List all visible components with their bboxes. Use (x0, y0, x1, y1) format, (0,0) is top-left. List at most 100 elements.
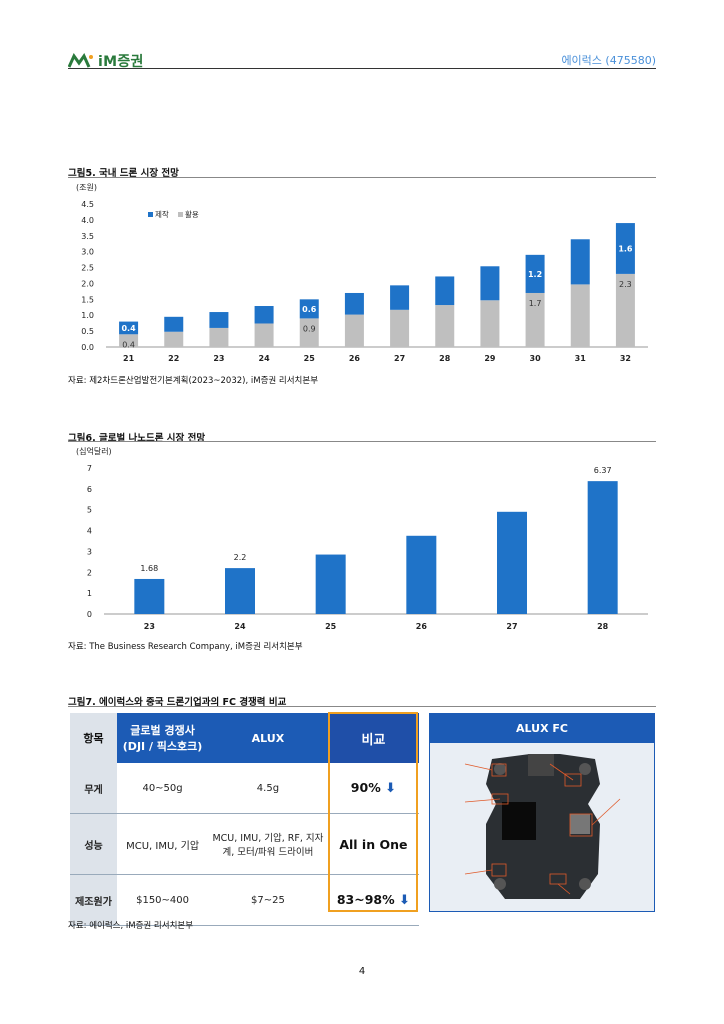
x-tick-label: 25 (304, 354, 316, 363)
table-header: ALUX (208, 713, 328, 763)
header-divider (68, 68, 656, 69)
x-tick-label: 21 (123, 354, 135, 363)
down-arrow-icon: ⬇ (385, 781, 396, 796)
down-arrow-icon: ⬇ (399, 893, 410, 908)
bar-segment (390, 309, 410, 347)
y-tick-label: 2.5 (81, 264, 94, 273)
table-cell: 제조원가 (70, 874, 118, 926)
y-tick-label: 3 (87, 547, 92, 556)
bar-segment (344, 292, 364, 315)
bar-segment (119, 334, 139, 347)
y-tick-label: 7 (87, 464, 92, 473)
table-header: 글로벌 경쟁사 (DJI / 픽스호크) (117, 713, 209, 763)
data-label: 2.3 (619, 280, 632, 289)
legend-label: 제작 (155, 209, 169, 219)
fig5-unit: (조원) (76, 183, 97, 192)
fig7-title: 그림7. 에이럭스와 중국 드론기업과의 FC 경쟁력 비교 (68, 697, 287, 708)
data-label: 0.6 (302, 305, 317, 314)
table-cell: MCU, IMU, 기압 (117, 813, 209, 875)
highlight-box (328, 712, 418, 912)
compare-value: 83~98% (336, 892, 395, 907)
data-label: 0.4 (122, 340, 135, 349)
x-tick-label: 26 (349, 354, 361, 363)
fig6-unit: (십억달러) (76, 447, 112, 456)
y-tick-label: 0.5 (81, 327, 94, 336)
bar-segment (254, 323, 274, 347)
fig6-source: 자료: The Business Research Company, iM증권 … (68, 642, 303, 652)
data-label: 6.37 (594, 466, 612, 475)
x-tick-label: 31 (575, 354, 587, 363)
bar (587, 481, 618, 614)
y-tick-label: 5 (87, 506, 92, 515)
bar-segment (570, 284, 590, 347)
bar-segment (480, 300, 500, 347)
brand-name: iM증권 (98, 54, 144, 70)
bar-segment (435, 276, 455, 306)
data-label: 1.68 (140, 564, 158, 573)
data-label: 2.2 (234, 553, 247, 562)
x-tick-label: 22 (168, 354, 179, 363)
bar-segment (119, 321, 139, 335)
company-name: 에이럭스 (475580) (561, 54, 656, 67)
bar-segment (570, 239, 590, 285)
x-tick-label: 23 (144, 622, 155, 631)
y-tick-label: 3.5 (81, 232, 94, 241)
bar-segment (254, 306, 274, 324)
x-tick-label: 29 (484, 354, 496, 363)
y-tick-label: 4 (87, 527, 92, 536)
y-tick-label: 0.0 (81, 343, 94, 352)
fc-comparison-table: 항목 글로벌 경쟁사 (DJI / 픽스호크) ALUX 비교 무게 40~50… (70, 713, 419, 926)
table-cell: MCU, IMU, 기압, RF, 지자계, 모터/파워 드라이버 (208, 813, 328, 875)
data-label: 1.2 (528, 270, 542, 279)
brand-logo: iM증권 (68, 50, 168, 72)
bar (225, 568, 255, 614)
data-label: 0.9 (303, 324, 316, 333)
fig5-divider (68, 177, 656, 178)
fig5-source: 자료: 제2차드론산업발전기본계획(2023~2032), iM증권 리서치본부 (68, 376, 319, 386)
y-tick-label: 4.0 (81, 216, 94, 225)
x-tick-label: 23 (213, 354, 224, 363)
x-tick-label: 28 (439, 354, 451, 363)
im-logo-icon (68, 53, 93, 68)
table-header-row: 항목 글로벌 경쟁사 (DJI / 픽스호크) ALUX 비교 (70, 713, 419, 763)
fig5-title: 그림5. 국내 드론 시장 전망 (68, 168, 179, 179)
y-tick-label: 6 (87, 485, 92, 494)
bar-segment (435, 305, 455, 347)
y-tick-label: 1.0 (81, 311, 94, 320)
bar (134, 578, 165, 614)
bar-segment (480, 266, 500, 301)
bar-segment (615, 223, 635, 274)
x-tick-label: 26 (416, 622, 428, 631)
bar-segment (209, 312, 229, 328)
bar-segment (344, 314, 364, 347)
bar-segment (299, 299, 319, 319)
x-tick-label: 30 (530, 354, 542, 363)
table-cell: $150~400 (117, 874, 209, 926)
compare-value: 90% (350, 780, 381, 795)
table-cell: 무게 (70, 763, 118, 814)
table-cell: $7~25 (208, 874, 328, 926)
table-cell: 90% ⬇ (327, 763, 419, 814)
bar-segment (299, 318, 319, 347)
fig6-divider (68, 441, 656, 442)
bar (315, 554, 346, 614)
table-row: 제조원가 $150~400 $7~25 83~98% ⬇ (70, 874, 419, 926)
bar-segment (390, 285, 410, 310)
y-tick-label: 1 (87, 589, 92, 598)
data-label: 1.7 (529, 299, 542, 308)
data-label: 1.6 (618, 244, 633, 253)
y-tick-label: 4.5 (81, 200, 94, 209)
x-tick-label: 24 (259, 354, 271, 363)
bar (497, 511, 527, 614)
table-row: 성능 MCU, IMU, 기압 MCU, IMU, 기압, RF, 지자계, 모… (70, 813, 419, 875)
x-tick-label: 24 (234, 622, 246, 631)
y-tick-label: 1.5 (81, 295, 94, 304)
y-tick-label: 2 (87, 568, 92, 577)
table-header: 항목 (70, 713, 118, 763)
circuit-board-icon (464, 754, 621, 899)
table-header: 비교 (327, 713, 419, 763)
table-cell: 성능 (70, 813, 118, 875)
bar-segment (525, 292, 545, 347)
fc-board-image (429, 713, 655, 912)
